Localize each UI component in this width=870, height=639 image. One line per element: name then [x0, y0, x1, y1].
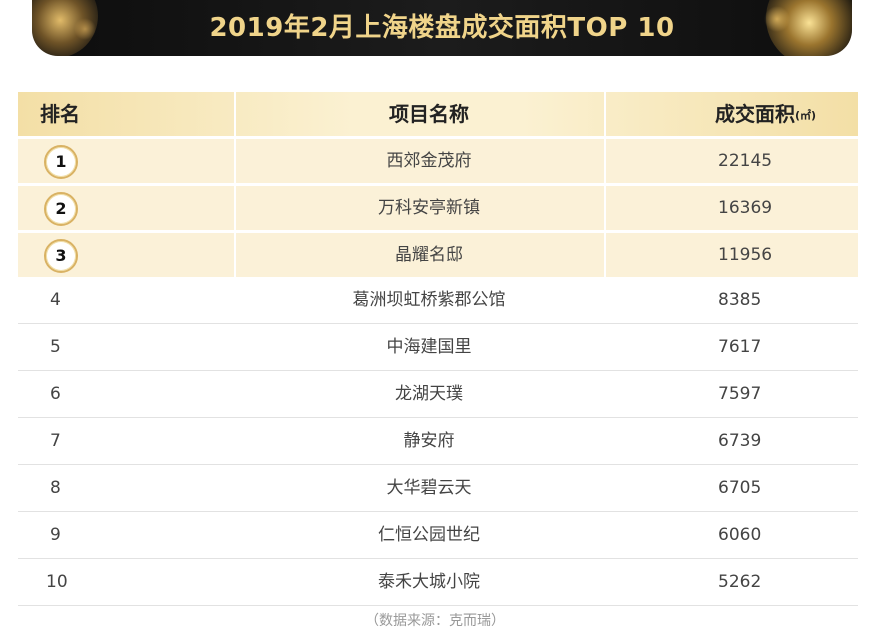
header-area-unit: (㎡) — [795, 109, 817, 122]
area-value: 22145 — [718, 151, 773, 171]
rank-medal-3: 3 — [44, 239, 78, 273]
rank-medal-2: 2 — [44, 192, 78, 226]
ranking-table: 排名 项目名称 成交面积(㎡) 1 西郊金茂府 22145 2 万科安亭新镇 1… — [18, 92, 858, 606]
header-area-label: 成交面积 — [715, 102, 795, 126]
title-banner: 2019年2月上海楼盘成交面积TOP 10 — [32, 0, 852, 56]
table-header: 排名 项目名称 成交面积(㎡) — [18, 92, 858, 136]
column-divider — [604, 92, 606, 136]
column-divider — [604, 139, 606, 183]
data-source-note: （数据来源：克而瑞） — [365, 613, 505, 629]
column-divider — [234, 233, 236, 277]
header-rank: 排名 — [40, 102, 80, 126]
rank-medal-1: 1 — [44, 145, 78, 179]
rank-number: 9 — [50, 525, 61, 545]
page-title: 2019年2月上海楼盘成交面积TOP 10 — [209, 13, 675, 43]
table-row: 1 西郊金茂府 22145 — [18, 139, 858, 183]
rank-number: 6 — [50, 384, 61, 404]
area-value: 8385 — [718, 290, 762, 310]
project-name: 泰禾大城小院 — [378, 572, 480, 592]
column-divider — [604, 186, 606, 230]
header-project: 项目名称 — [389, 102, 469, 126]
column-divider — [234, 186, 236, 230]
table-row: 5 中海建国里 7617 — [18, 324, 858, 371]
area-value: 7597 — [718, 384, 762, 404]
area-value: 11956 — [718, 245, 773, 265]
table-row: 4 葛洲坝虹桥紫郡公馆 8385 — [18, 277, 858, 324]
bokeh-light — [764, 6, 790, 32]
area-value: 6060 — [718, 525, 762, 545]
project-name: 西郊金茂府 — [386, 151, 472, 171]
rank-number: 7 — [50, 431, 61, 451]
area-value: 16369 — [718, 198, 773, 218]
table-row: 9 仁恒公园世纪 6060 — [18, 512, 858, 559]
project-name: 仁恒公园世纪 — [378, 525, 480, 545]
area-value: 7617 — [718, 337, 762, 357]
project-name: 静安府 — [403, 431, 455, 451]
area-value: 5262 — [718, 572, 762, 592]
column-divider — [234, 139, 236, 183]
project-name: 万科安亭新镇 — [378, 198, 480, 218]
table-row: 3 晶耀名邸 11956 — [18, 233, 858, 277]
table-row: 6 龙湖天璞 7597 — [18, 371, 858, 418]
table-row: 10 泰禾大城小院 5262 — [18, 559, 858, 606]
header-area: 成交面积(㎡) — [715, 92, 816, 136]
rank-number: 10 — [46, 572, 68, 592]
rank-number: 4 — [50, 290, 61, 310]
rank-number: 8 — [50, 478, 61, 498]
area-value: 6705 — [718, 478, 762, 498]
project-name: 大华碧云天 — [386, 478, 472, 498]
column-divider — [234, 92, 236, 136]
table-row: 2 万科安亭新镇 16369 — [18, 186, 858, 230]
area-value: 6739 — [718, 431, 762, 451]
project-name: 龙湖天璞 — [395, 384, 463, 404]
rank-number: 5 — [50, 337, 61, 357]
bokeh-light — [74, 18, 96, 40]
column-divider — [604, 233, 606, 277]
table-row: 7 静安府 6739 — [18, 418, 858, 465]
table-row: 8 大华碧云天 6705 — [18, 465, 858, 512]
project-name: 葛洲坝虹桥紫郡公馆 — [352, 290, 506, 310]
project-name: 中海建国里 — [386, 337, 472, 357]
project-name: 晶耀名邸 — [395, 245, 463, 265]
